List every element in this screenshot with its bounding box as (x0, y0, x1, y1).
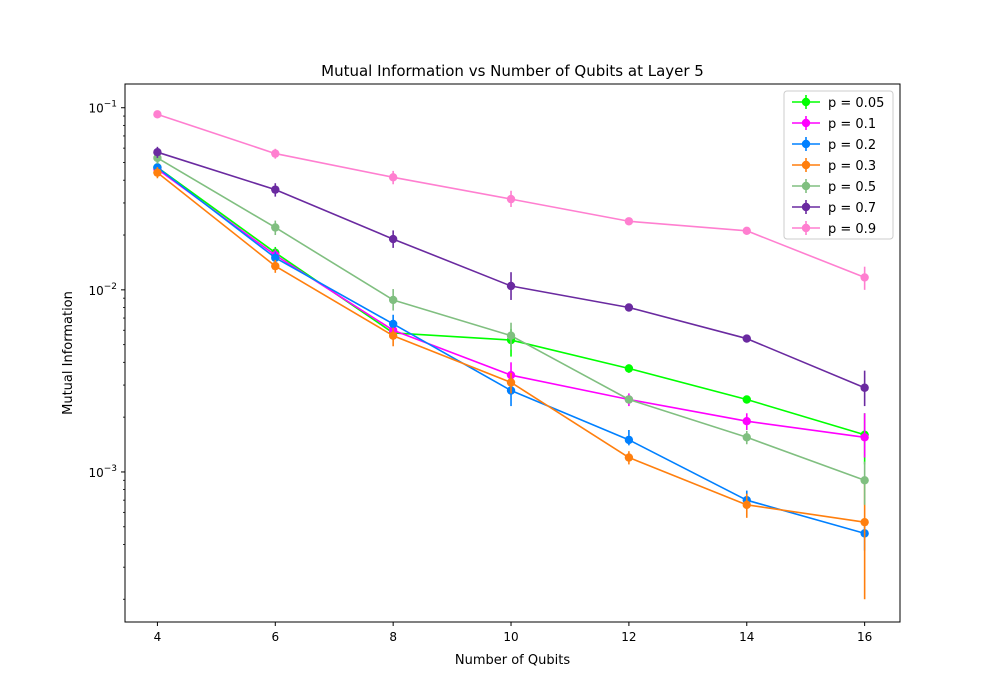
x-tick-label: 6 (271, 630, 279, 644)
x-tick-label: 14 (739, 630, 754, 644)
legend-item: p = 0.7 (792, 200, 876, 216)
data-point (506, 194, 516, 204)
legend-label: p = 0.2 (828, 138, 876, 153)
legend-marker (801, 139, 811, 149)
data-point (388, 234, 398, 244)
data-point (860, 476, 869, 485)
series-layer (153, 110, 869, 600)
plot-frame (124, 83, 901, 623)
legend-item: p = 0.05 (792, 95, 884, 111)
series-4 (153, 152, 869, 505)
legend-item: p = 0.5 (792, 179, 876, 195)
legend-label: p = 0.05 (828, 96, 884, 111)
x-tick-label: 8 (389, 630, 397, 644)
series-5 (153, 146, 869, 407)
legend-frame (783, 90, 894, 240)
data-point (624, 435, 634, 445)
data-point (271, 261, 280, 271)
legend-label: p = 0.9 (828, 222, 876, 237)
legend: p = 0.05 p = 0.1 p = 0.2 p = 0.3 p = 0.5 p = … (783, 90, 894, 240)
data-point (624, 364, 634, 373)
data-point (624, 217, 634, 226)
legend-marker (801, 202, 811, 212)
legend-marker (801, 223, 811, 233)
data-point (271, 185, 280, 194)
legend-label: p = 0.1 (828, 117, 876, 132)
legend-label: p = 0.7 (828, 201, 876, 216)
data-point (271, 149, 280, 158)
data-point (388, 173, 398, 182)
data-point (860, 433, 869, 442)
x-axis-label: Number of Qubits (455, 653, 570, 668)
legend-marker (801, 97, 811, 107)
data-point (742, 395, 751, 404)
y-tick-exponent: −1 (104, 100, 117, 110)
y-tick-label: 10−1 (88, 100, 117, 116)
data-point (153, 110, 162, 119)
legend-label: p = 0.5 (828, 180, 876, 195)
data-point (153, 147, 162, 157)
data-point (860, 383, 869, 392)
x-tick-label: 10 (503, 630, 518, 644)
data-point (742, 416, 751, 426)
plot-background (125, 84, 900, 622)
data-point (506, 331, 516, 340)
y-tick-base: 10 (88, 466, 103, 480)
data-point (860, 273, 869, 282)
y-tick-exponent: −3 (104, 464, 117, 474)
legend-label: p = 0.3 (828, 159, 876, 174)
chart-title: Mutual Information vs Number of Qubits a… (321, 62, 704, 80)
legend-marker (801, 118, 811, 128)
legend-item: p = 0.9 (792, 221, 876, 237)
data-point (271, 223, 280, 232)
y-tick-label: 10−2 (88, 282, 117, 298)
data-point (271, 253, 280, 262)
data-point (624, 395, 634, 404)
y-tick-exponent: −2 (104, 282, 117, 292)
data-point (742, 500, 751, 510)
series-6 (153, 110, 869, 290)
y-tick-label: 10−3 (88, 464, 117, 480)
legend-item: p = 0.1 (792, 116, 876, 132)
y-tick-base: 10 (88, 102, 103, 116)
data-point (506, 378, 516, 387)
data-point (388, 331, 398, 340)
y-axis-label: Mutual Information (61, 291, 76, 415)
data-point (742, 433, 751, 442)
data-point (742, 226, 751, 235)
data-point (860, 517, 869, 527)
legend-marker (801, 181, 811, 191)
series-3 (153, 167, 869, 600)
x-tick-label: 16 (857, 630, 872, 644)
legend-item: p = 0.3 (792, 158, 876, 174)
y-tick-base: 10 (88, 284, 103, 298)
data-point (742, 334, 751, 343)
data-point (153, 168, 162, 177)
legend-item: p = 0.2 (792, 137, 876, 153)
x-axis: 4 6 8 10 12 14 16 (154, 622, 872, 644)
data-point (624, 453, 634, 462)
x-tick-label: 4 (154, 630, 162, 644)
legend-marker (801, 160, 811, 170)
y-axis: 10−310−210−1 (88, 100, 125, 480)
data-point (624, 303, 634, 312)
data-point (388, 295, 398, 305)
data-point (506, 281, 516, 291)
x-tick-label: 12 (621, 630, 636, 644)
data-point (388, 319, 398, 329)
